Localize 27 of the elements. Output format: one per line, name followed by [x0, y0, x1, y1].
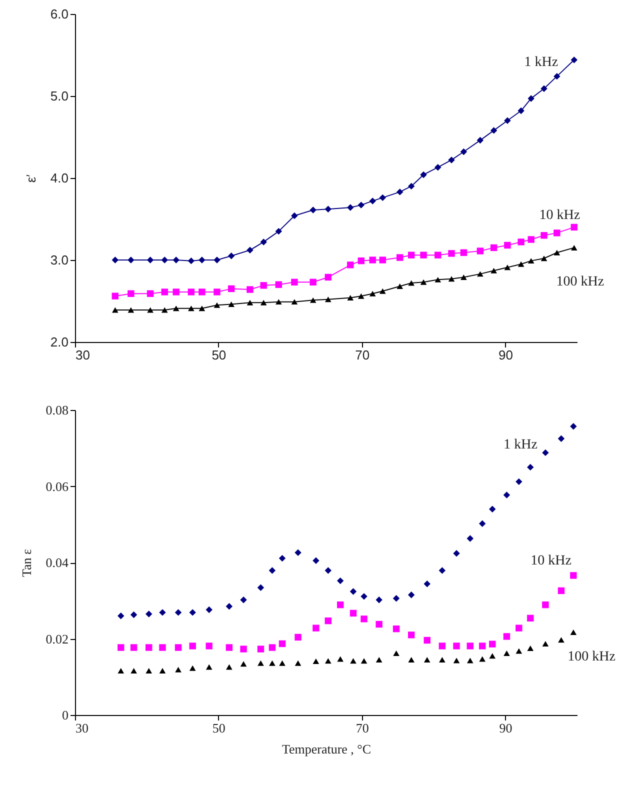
series-label: 10 kHz [539, 208, 580, 224]
x-tick-label: 30 [76, 348, 90, 362]
series-label: 10 kHz [530, 553, 572, 568]
y-axis-title: Tan ε [18, 548, 34, 578]
x-tick-label: 70 [355, 348, 370, 362]
x-tick-label: 70 [356, 720, 369, 736]
y-tick-label: 5.0 [50, 88, 68, 104]
x-tick-label: 30 [76, 720, 88, 736]
series-label: 100 kHz [568, 649, 616, 664]
y-tick-label: 0.04 [46, 555, 69, 570]
y-tick-label: 0.06 [46, 478, 69, 494]
x-tick-label: 90 [499, 720, 512, 736]
y-tick-label: 0.08 [46, 402, 68, 418]
y-tick-label: 2.0 [50, 334, 68, 350]
y-tick-label: 3.0 [50, 252, 68, 268]
y-tick-label: 4.0 [50, 170, 68, 186]
y-axis-title: ε′ [23, 174, 38, 183]
series-label: 100 kHz [556, 274, 604, 290]
y-tick-label: 6.0 [50, 6, 68, 22]
x-tick-label: 90 [498, 348, 514, 362]
x-axis-title: Temperature , °C [282, 742, 372, 756]
series-label: 1 kHz [504, 437, 538, 452]
series-label: 1 kHz [524, 54, 558, 70]
y-tick-label: 0.02 [46, 631, 68, 646]
x-tick-label: 50 [212, 720, 226, 736]
x-tick-label: 50 [212, 348, 226, 362]
y-tick-label: 0 [62, 708, 68, 722]
